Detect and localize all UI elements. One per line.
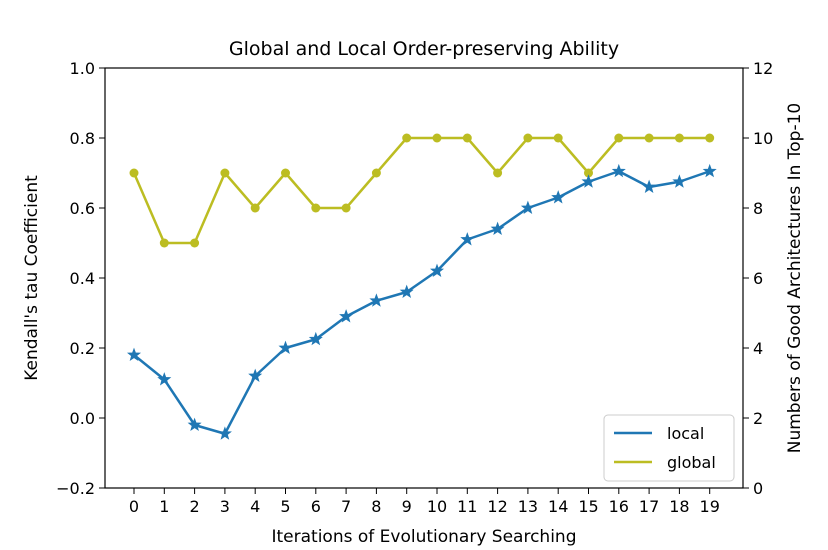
x-axis-label: Iterations of Evolutionary Searching xyxy=(272,527,577,547)
y-right-tick-label: 8 xyxy=(753,199,763,218)
x-tick-label: 0 xyxy=(129,497,139,516)
data-point-global xyxy=(311,203,321,213)
data-point-global xyxy=(644,133,654,143)
y-tick-label: 0.0 xyxy=(70,409,95,428)
y-right-tick-label: 4 xyxy=(753,339,763,358)
data-point-local xyxy=(187,417,202,431)
y-tick-label: 1.0 xyxy=(70,59,95,78)
legend: local global xyxy=(603,414,735,482)
x-tick-label: 2 xyxy=(190,497,200,516)
legend-local-label: local xyxy=(667,424,704,443)
x-tick-label: 17 xyxy=(639,497,659,516)
data-point-global xyxy=(281,168,290,178)
data-point-local xyxy=(308,331,323,346)
x-tick-label: 1 xyxy=(159,497,169,516)
data-point-local xyxy=(642,179,657,193)
x-tick-label: 13 xyxy=(518,497,538,516)
x-tick-label: 10 xyxy=(427,497,447,516)
data-point-global xyxy=(493,168,503,178)
y-tick-label: 0.8 xyxy=(70,129,95,148)
chart-title: Global and Local Order-preserving Abilit… xyxy=(229,38,619,60)
data-point-local xyxy=(399,284,414,298)
y-tick-label: 0.2 xyxy=(70,339,95,358)
y-right-tick-label: 6 xyxy=(753,269,763,288)
x-tick-label: 3 xyxy=(220,497,230,516)
series-line-global xyxy=(132,136,710,245)
data-point-local xyxy=(217,426,232,440)
x-tick-label: 7 xyxy=(341,497,351,516)
y-axis-label: Kendall's tau Coefficient xyxy=(22,175,42,381)
data-point-local xyxy=(460,232,475,246)
data-point-local xyxy=(672,174,687,188)
series-line-local xyxy=(133,170,711,435)
data-point-global xyxy=(432,133,442,143)
plot-frame xyxy=(104,67,744,489)
x-tick-label: 16 xyxy=(609,497,629,516)
y-right-tick-label: 12 xyxy=(753,59,773,78)
data-point-local xyxy=(429,263,445,277)
x-tick-label: 8 xyxy=(371,497,381,516)
x-tick-label: 5 xyxy=(280,497,290,516)
data-point-global xyxy=(584,168,593,178)
series-layer xyxy=(126,133,717,440)
data-point-global xyxy=(220,168,230,178)
y-tick-label: −0.2 xyxy=(56,479,95,498)
ticks-layer: 0 1 2 3 4 5 6 7 8 9 10 11 12 13 14 15 16 17 18 19−0.20.00.2… xyxy=(56,59,773,516)
data-point-local xyxy=(551,190,566,204)
data-point-local xyxy=(520,200,535,214)
x-tick-label: 4 xyxy=(250,497,260,516)
data-point-global xyxy=(614,133,624,143)
data-point-local xyxy=(581,174,596,188)
data-point-global xyxy=(371,168,381,178)
data-point-local xyxy=(339,309,354,323)
data-point-local xyxy=(611,163,626,178)
data-point-global xyxy=(159,238,169,248)
data-point-local xyxy=(490,221,505,235)
data-point-global xyxy=(705,133,715,143)
data-point-global xyxy=(402,133,412,143)
data-point-global xyxy=(190,238,200,248)
y-right-tick-label: 0 xyxy=(753,479,763,498)
legend-box xyxy=(603,414,735,482)
data-point-global xyxy=(553,133,563,143)
x-tick-label: 19 xyxy=(700,497,720,516)
y-right-tick-label: 10 xyxy=(753,129,773,148)
x-tick-label: 14 xyxy=(548,497,568,516)
data-point-global xyxy=(462,133,472,143)
y-tick-label: 0.6 xyxy=(70,199,95,218)
x-tick-label: 12 xyxy=(487,497,507,516)
data-point-local xyxy=(126,347,142,361)
x-tick-label: 6 xyxy=(311,497,321,516)
x-tick-label: 18 xyxy=(669,497,689,516)
legend-global-label: global xyxy=(667,453,716,472)
x-tick-label: 15 xyxy=(578,497,598,516)
y-tick-label: 0.4 xyxy=(70,269,95,288)
data-point-local xyxy=(278,340,293,354)
data-point-global xyxy=(250,203,260,213)
data-point-local xyxy=(702,163,717,178)
data-point-global xyxy=(523,133,533,143)
data-point-global xyxy=(674,133,684,143)
data-point-global xyxy=(129,168,139,178)
x-tick-label: 11 xyxy=(457,497,477,516)
data-point-local xyxy=(248,368,263,382)
data-point-local xyxy=(157,372,172,386)
x-tick-label: 9 xyxy=(402,497,412,516)
y-axis-right-label: Numbers of Good Architectures In Top-10 xyxy=(785,103,805,454)
data-point-local xyxy=(369,293,384,307)
data-point-global xyxy=(341,203,351,213)
y-right-tick-label: 2 xyxy=(753,409,763,428)
